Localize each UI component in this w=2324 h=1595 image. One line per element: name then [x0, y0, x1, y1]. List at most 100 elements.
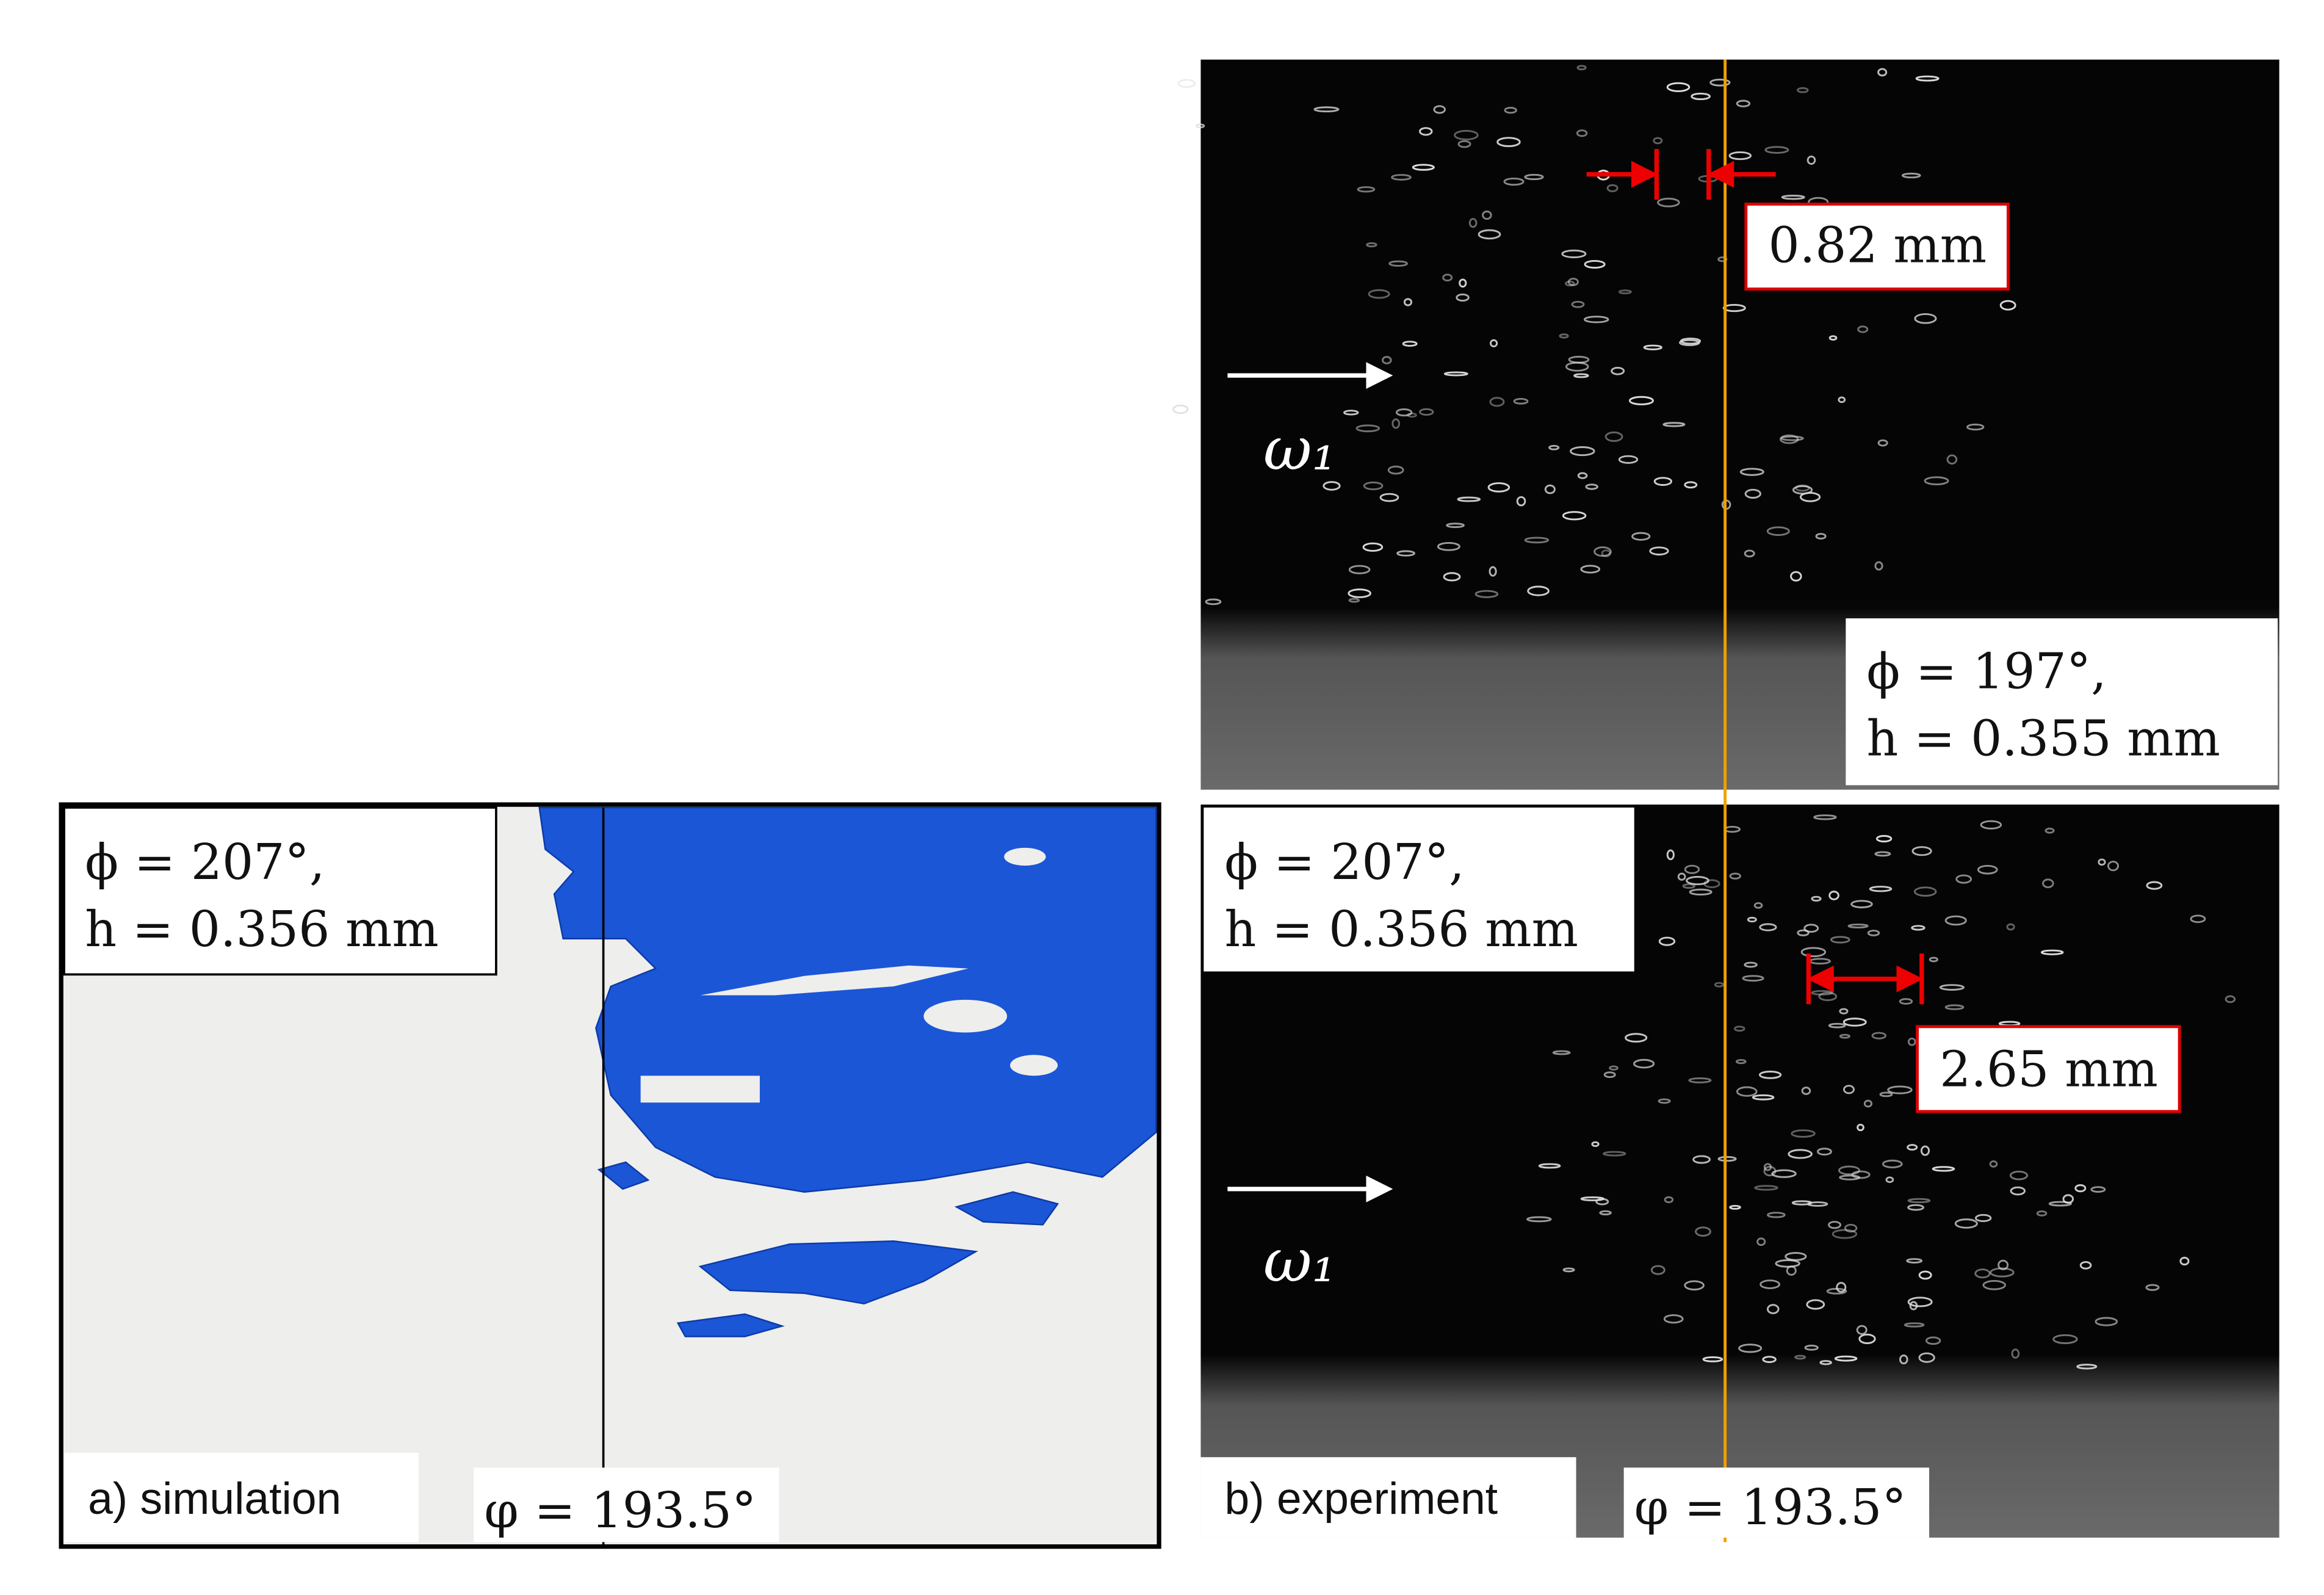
bubble — [1838, 396, 1846, 403]
bubble — [1797, 87, 1809, 93]
bubble — [1901, 172, 1921, 179]
bubble — [1907, 1144, 1918, 1151]
bubble — [1459, 278, 1467, 288]
bubble — [1874, 561, 1883, 571]
bubble — [1604, 431, 1623, 442]
bubble — [1603, 1071, 1616, 1079]
bubble — [1387, 465, 1404, 475]
bubble — [1834, 1355, 1858, 1362]
bubble — [1759, 923, 1777, 931]
bubble — [1443, 371, 1468, 377]
bubble — [1944, 1004, 1965, 1010]
bubble — [2052, 1334, 2078, 1344]
bubble — [1813, 814, 1837, 820]
bubble — [2225, 995, 2236, 1004]
bubble — [1714, 982, 1724, 988]
bubble — [1527, 585, 1550, 596]
bubble — [1552, 1050, 1571, 1055]
bubble — [1357, 186, 1376, 193]
bubble — [1680, 338, 1702, 345]
bubble — [1177, 79, 1196, 89]
bubble — [1658, 1098, 1671, 1104]
bubble — [2048, 1201, 2072, 1207]
bubble — [1800, 947, 1827, 958]
bubble — [2074, 1184, 2087, 1193]
bubble — [1653, 477, 1673, 486]
bubble — [1911, 846, 1932, 856]
bubble — [1739, 468, 1764, 476]
bubble — [1955, 874, 1972, 884]
bubble — [1205, 598, 1222, 606]
bubble — [1806, 155, 1816, 165]
bubble — [1559, 333, 1569, 339]
bubble — [1906, 1258, 1923, 1264]
bubble — [1728, 151, 1752, 161]
bubble — [1490, 339, 1498, 347]
bubble — [1946, 454, 1958, 465]
bubble — [1904, 1322, 1925, 1328]
bubble — [1744, 549, 1755, 558]
bubble — [1954, 1218, 1978, 1229]
bubble — [1744, 488, 1761, 499]
bubble — [1736, 99, 1751, 107]
bubble — [1503, 177, 1525, 186]
bubble — [1847, 924, 1869, 928]
bubble — [1684, 1280, 1705, 1291]
annotation-box — [1204, 807, 1634, 972]
bubble — [1817, 1148, 1832, 1156]
bubble — [1573, 373, 1589, 378]
bubble — [1567, 277, 1579, 286]
bubble — [1869, 886, 1893, 892]
bubble — [1838, 1165, 1861, 1176]
annotation-line: h = 0.355 mm — [1867, 710, 2221, 767]
angle-box — [1623, 1467, 1930, 1538]
bubble — [1744, 961, 1758, 968]
bubble — [1526, 1216, 1552, 1223]
bubble — [1882, 1159, 1903, 1168]
bubble — [1799, 491, 1821, 502]
bubble — [1885, 1176, 1894, 1184]
bubble — [1684, 864, 1700, 874]
bubble — [1788, 1149, 1813, 1159]
bubble — [2011, 1348, 2020, 1359]
bubble — [1457, 496, 1481, 502]
bubble — [2036, 1210, 2048, 1217]
bubble — [1599, 1210, 1612, 1216]
bubble — [1913, 886, 1937, 897]
bubble — [1790, 571, 1802, 582]
bubble — [1767, 1212, 1786, 1218]
bubble — [1828, 1221, 1842, 1229]
bubble — [1735, 1059, 1747, 1065]
bubble — [1877, 439, 1888, 447]
bubble — [1561, 249, 1587, 259]
bubble — [1454, 129, 1479, 140]
bubble — [1662, 422, 1686, 427]
bubble — [1977, 864, 1998, 875]
bubble — [1649, 546, 1669, 555]
bubble — [1974, 1268, 1991, 1279]
bubble — [1631, 532, 1651, 541]
bubble — [1856, 1325, 1868, 1335]
bubble — [1584, 259, 1606, 269]
bubble — [1797, 929, 1810, 936]
bubble — [1899, 1354, 1908, 1365]
bubble — [1684, 481, 1698, 489]
bubble — [1366, 242, 1377, 248]
bubble — [2146, 881, 2163, 890]
bubble — [1468, 218, 1478, 228]
bubble — [1842, 1018, 1867, 1027]
bubble — [1780, 435, 1804, 441]
overlay: 0.82 mm ω₁ ϕ = 197°, h = 0.355 mm ϕ = 20… — [1200, 59, 2278, 1543]
label-box — [1200, 1457, 1576, 1538]
bubble — [1879, 1091, 1893, 1098]
bubble — [1877, 68, 1888, 77]
bubble — [1980, 820, 2002, 830]
bubble — [1911, 925, 1925, 931]
angle-box — [474, 1467, 779, 1543]
bubble — [1196, 123, 1205, 129]
bubble — [1618, 289, 1632, 295]
bubble — [1842, 1085, 1855, 1094]
bubble — [1562, 511, 1587, 521]
bubble — [1609, 1065, 1619, 1071]
